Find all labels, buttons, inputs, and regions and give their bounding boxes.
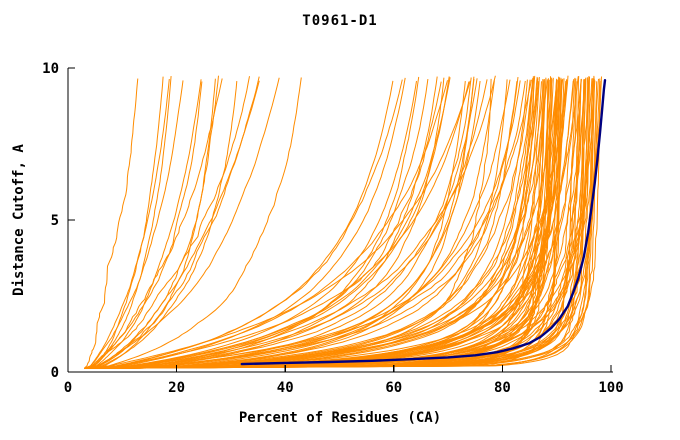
model-curve: [84, 80, 495, 369]
model-curve: [84, 76, 475, 369]
model-curve: [83, 78, 139, 369]
model-curve: [84, 78, 478, 369]
model-curve: [84, 79, 553, 369]
model-curve: [84, 80, 260, 369]
model-curve: [84, 75, 219, 369]
model-curve: [84, 80, 549, 369]
model-curve: [84, 80, 521, 369]
model-curve: [84, 80, 526, 369]
model-curve: [84, 76, 590, 369]
model-curve: [84, 80, 471, 369]
model-curve: [84, 78, 599, 369]
x-axis-label: Percent of Residues (CA): [238, 410, 442, 426]
model-curve: [84, 77, 451, 369]
y-tick-label: 10: [42, 61, 59, 77]
model-curve: [84, 77, 445, 369]
model-curve: [84, 80, 596, 369]
model-curve: [84, 77, 519, 369]
model-curve: [84, 81, 466, 369]
x-tick-label: 40: [277, 380, 294, 396]
model-curve: [84, 76, 538, 369]
x-tick-label: 80: [494, 380, 511, 396]
highlight-curve: [240, 78, 607, 366]
model-curve: [84, 77, 302, 369]
model-curve: [84, 78, 170, 369]
model-curve: [84, 81, 470, 369]
x-tick-label: 20: [168, 380, 185, 396]
model-curve: [84, 76, 590, 369]
model-curve: [84, 81, 442, 369]
model-curve: [84, 80, 448, 369]
model-curve: [84, 80, 184, 369]
model-curve: [84, 79, 586, 369]
model-curve: [84, 76, 602, 369]
model-curve: [84, 81, 238, 369]
model-curve: [84, 78, 539, 369]
model-curve: [84, 80, 582, 369]
model-curve: [84, 78, 601, 369]
model-curve: [84, 77, 280, 369]
model-curve: [84, 79, 544, 369]
model-curve: [84, 81, 598, 369]
model-curve: [84, 75, 496, 369]
model-curve: [84, 81, 518, 369]
model-curve: [84, 78, 223, 369]
y-tick-label: 5: [51, 213, 59, 229]
x-tick-label: 60: [385, 380, 402, 396]
model-curve: [84, 75, 580, 369]
model-curve: [84, 76, 540, 369]
model-curve: [84, 76, 438, 369]
model-curve: [84, 81, 203, 369]
model-curve: [84, 80, 417, 369]
model-curve: [84, 77, 472, 369]
model-curve: [84, 76, 420, 369]
model-curve: [84, 78, 534, 369]
model-curve: [84, 77, 547, 369]
model-curve: [84, 79, 202, 369]
model-curve: [84, 80, 574, 369]
model-curve: [84, 76, 560, 369]
model-curve: [84, 76, 551, 369]
model-curve: [84, 76, 260, 369]
model-curve: [84, 79, 403, 369]
model-curve: [84, 76, 534, 369]
x-tick-label: 100: [598, 380, 623, 396]
model-curve: [84, 81, 540, 369]
x-tick-label: 0: [64, 380, 72, 396]
model-curve: [84, 77, 576, 369]
model-curve: [84, 79, 532, 369]
model-curve: [84, 80, 394, 369]
model-curve: [84, 79, 488, 369]
model-curve: [84, 79, 562, 369]
model-curve: [84, 78, 492, 369]
y-tick-label: 0: [51, 365, 59, 381]
chart-title: T0961-D1: [302, 13, 378, 29]
